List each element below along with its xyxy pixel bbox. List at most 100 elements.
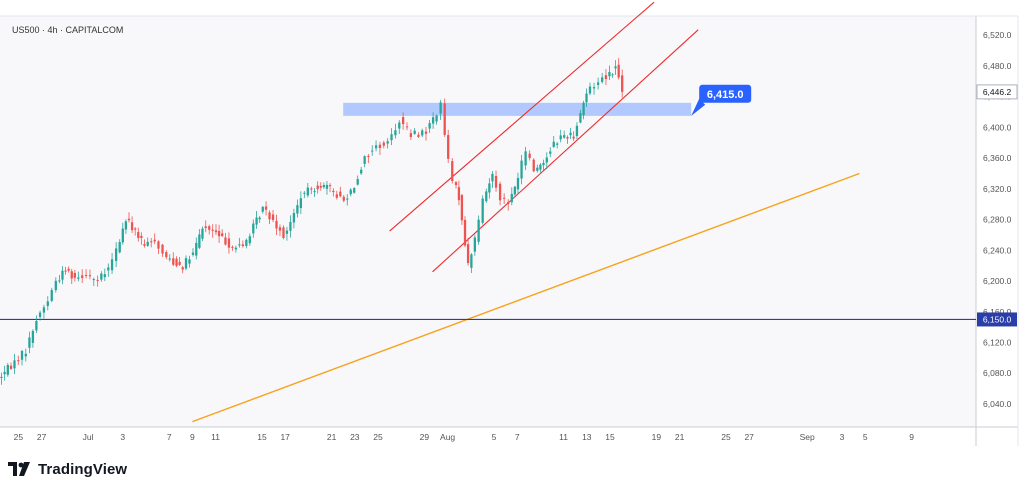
candle-body bbox=[421, 130, 424, 136]
y-tick-label: 6,320.0 bbox=[983, 184, 1012, 194]
zone-callout-box[interactable] bbox=[699, 84, 752, 103]
candle-body bbox=[0, 376, 3, 378]
candle-body bbox=[289, 222, 292, 231]
candle-body bbox=[175, 258, 178, 266]
x-tick-label: 7 bbox=[515, 432, 520, 442]
candle-body bbox=[31, 330, 35, 343]
x-tick-label: 27 bbox=[744, 432, 754, 442]
candle-body bbox=[285, 230, 289, 234]
y-tick-label: 6,520.0 bbox=[983, 30, 1012, 40]
candle-body bbox=[451, 161, 454, 182]
x-tick-label: Jul bbox=[83, 432, 94, 442]
candle-body bbox=[428, 123, 431, 129]
candle-body bbox=[73, 272, 77, 278]
candle-body bbox=[306, 187, 309, 196]
candle-body bbox=[255, 217, 258, 225]
candle-body bbox=[168, 258, 171, 260]
candle-body bbox=[54, 280, 57, 291]
candle-body bbox=[473, 237, 477, 252]
x-tick-label: 5 bbox=[492, 432, 497, 442]
candle-body bbox=[84, 274, 88, 276]
candle-body bbox=[367, 155, 370, 157]
candle-body bbox=[114, 248, 118, 261]
candle-body bbox=[88, 275, 92, 277]
x-tick-label: 7 bbox=[167, 432, 172, 442]
resistance-zone[interactable] bbox=[343, 102, 692, 116]
candle-body bbox=[258, 217, 261, 220]
candle-body bbox=[103, 274, 106, 278]
candle-body bbox=[322, 185, 326, 188]
candle-body bbox=[227, 238, 231, 248]
channel-lower-line[interactable] bbox=[432, 29, 699, 273]
candle-body bbox=[296, 205, 299, 214]
candle-body bbox=[282, 227, 285, 238]
candle-body bbox=[127, 218, 131, 221]
candle-body bbox=[477, 219, 480, 242]
y-tick-label: 6,080.0 bbox=[983, 368, 1012, 378]
candle-body bbox=[195, 242, 198, 256]
candle-body bbox=[516, 178, 520, 190]
y-tick-label: 6,040.0 bbox=[983, 399, 1012, 409]
candle-body bbox=[35, 320, 38, 331]
candle-body bbox=[572, 136, 575, 139]
candle-body bbox=[134, 228, 137, 230]
candle-body bbox=[191, 252, 195, 255]
ascending-trendline[interactable] bbox=[192, 172, 860, 423]
candle-body bbox=[124, 221, 128, 230]
candle-body bbox=[248, 236, 251, 244]
candle-body bbox=[439, 102, 442, 114]
x-tick-label: 15 bbox=[257, 432, 267, 442]
candle-body bbox=[390, 134, 393, 141]
support-level-label: 6,150.0 bbox=[983, 314, 1012, 324]
candle-body bbox=[328, 185, 332, 187]
time-axis[interactable]: 25 27 Jul 3 7 9 11 15 17 21 23 25 29 Aug 5 7 11 13 15 19 21 2… bbox=[14, 432, 915, 442]
candle-body bbox=[165, 252, 168, 258]
candle-body bbox=[435, 115, 438, 122]
x-tick-label: 3 bbox=[120, 432, 125, 442]
candle-body bbox=[346, 198, 349, 200]
candle-body bbox=[398, 122, 401, 129]
y-tick-label: 6,120.0 bbox=[983, 337, 1012, 347]
candle-body bbox=[536, 167, 539, 171]
candle-body bbox=[363, 156, 366, 164]
candle-body bbox=[360, 169, 363, 174]
candle-body bbox=[556, 143, 559, 145]
candle-body bbox=[614, 66, 617, 69]
candle-body bbox=[532, 159, 535, 172]
candle-body bbox=[310, 188, 313, 190]
candle-body bbox=[413, 130, 416, 134]
candle-body bbox=[356, 179, 359, 185]
candle-body bbox=[234, 247, 238, 250]
candle-body bbox=[153, 239, 156, 242]
x-tick-label: Sep bbox=[800, 432, 815, 442]
candle-body bbox=[401, 117, 405, 125]
candle-body bbox=[70, 271, 73, 279]
y-tick-label: 6,480.0 bbox=[983, 61, 1012, 71]
x-tick-label: 13 bbox=[582, 432, 592, 442]
candle-body bbox=[150, 241, 153, 243]
candle-body bbox=[268, 212, 271, 220]
candle-body bbox=[313, 191, 316, 193]
candle-body bbox=[130, 222, 134, 231]
candle-body bbox=[621, 75, 624, 92]
candle-body bbox=[563, 135, 566, 138]
candle-body bbox=[92, 279, 95, 281]
candle-body bbox=[77, 277, 80, 279]
y-tick-label: 6,360.0 bbox=[983, 153, 1012, 163]
channel-upper-line[interactable] bbox=[389, 1, 655, 232]
candles-layer bbox=[0, 58, 624, 385]
candle-body bbox=[457, 187, 461, 201]
y-tick-label: 6,280.0 bbox=[983, 215, 1012, 225]
candle-body bbox=[81, 275, 84, 279]
candle-body bbox=[601, 77, 604, 82]
price-scale-background bbox=[976, 16, 1018, 427]
candle-body bbox=[510, 193, 513, 203]
candle-body bbox=[542, 162, 545, 166]
candle-body bbox=[38, 312, 42, 318]
candle-body bbox=[58, 280, 61, 282]
candle-body bbox=[409, 133, 413, 138]
candle-body bbox=[488, 183, 491, 193]
candle-body bbox=[617, 64, 620, 78]
